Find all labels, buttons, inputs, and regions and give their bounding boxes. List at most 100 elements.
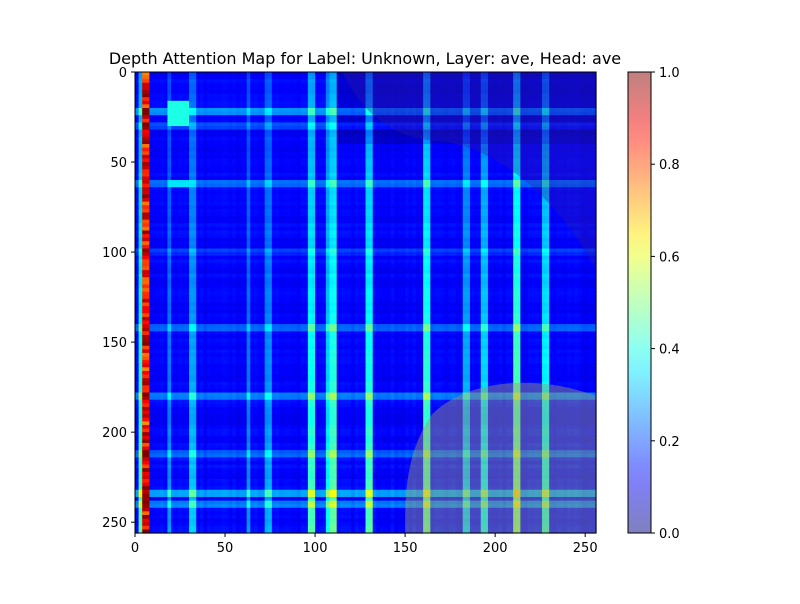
heatmap-cell [160,136,165,142]
heatmap-cell [379,201,385,206]
heatmap-cell [343,144,349,149]
heatmap-cell [279,165,284,170]
heatmap-cell [185,183,190,188]
heatmap-cell [358,144,363,149]
heatmap-cell [199,205,205,210]
heatmap-cell [153,111,158,116]
heatmap-cell [498,194,503,199]
heatmap-cell [196,169,201,174]
heatmap-cell [311,151,316,156]
heatmap-cell [325,111,331,116]
heatmap-cell [160,165,165,170]
heatmap-cell [469,126,475,131]
heatmap-cell [520,122,525,127]
heatmap-cell [257,140,262,145]
heatmap-cell [462,72,467,77]
heatmap-cell [552,72,557,77]
heatmap-cell [495,129,500,134]
heatmap-cell [520,180,525,185]
heatmap-cell [491,100,496,106]
heatmap-cell [311,108,316,113]
heatmap-cell [498,82,503,87]
heatmap-cell [340,187,345,192]
heatmap-cell [243,172,248,178]
heatmap-cell [523,79,529,84]
heatmap-cell [232,136,237,142]
heatmap-cell [307,162,313,167]
heatmap-cell [336,169,341,174]
heatmap-cell [153,169,158,174]
heatmap-cell [325,108,331,113]
heatmap-cell [192,198,197,203]
heatmap-cell [243,75,248,80]
heatmap-cell [466,201,471,206]
heatmap-cell [448,147,453,152]
heatmap-cell [250,147,255,152]
heatmap-cell [142,180,147,185]
heatmap-cell [466,126,471,131]
heatmap-cell [217,183,223,188]
heatmap-cell [390,201,395,206]
heatmap-cell [433,97,439,102]
heatmap-cell [228,86,233,91]
heatmap-cell [549,133,554,138]
heatmap-cell [405,169,410,174]
heatmap-cell [415,100,421,106]
heatmap-cell [358,79,363,84]
heatmap-cell [567,111,572,116]
heatmap-cell [520,115,525,120]
heatmap-cell [459,122,464,127]
heatmap-cell [520,79,525,84]
heatmap-cell [365,201,370,206]
heatmap-cell [448,93,453,98]
heatmap-cell [505,108,511,113]
heatmap-cell [315,126,320,131]
heatmap-cell [437,165,442,170]
heatmap-cell [250,158,255,163]
heatmap-cell [376,208,381,214]
heatmap-cell [451,133,457,138]
heatmap-cell [203,169,208,174]
heatmap-cell [444,86,449,91]
heatmap-cell [282,93,287,98]
heatmap-cell [433,169,439,174]
heatmap-cell [423,198,428,203]
heatmap-cell [174,205,179,210]
heatmap-cell [250,169,255,174]
heatmap-cell [397,79,403,84]
heatmap-cell [462,108,467,113]
heatmap-cell [311,129,316,134]
heatmap-cell [570,122,575,127]
heatmap-cell [448,158,453,163]
heatmap-cell [203,79,208,84]
heatmap-cell [203,187,208,192]
heatmap-cell [178,172,183,178]
heatmap-cell [174,140,179,145]
heatmap-cell [423,201,428,206]
heatmap-cell [361,82,367,87]
heatmap-cell [307,194,313,199]
heatmap-cell [415,82,421,87]
heatmap-cell [210,108,215,113]
heatmap-cell [322,172,327,178]
heatmap-cell [495,165,500,170]
heatmap-cell [574,118,579,124]
heatmap-cell [253,201,259,206]
heatmap-cell [246,151,251,156]
heatmap-cell [423,154,428,160]
heatmap-cell [264,187,269,192]
heatmap-cell [498,93,503,98]
heatmap-cell [307,86,313,91]
heatmap-cell [520,111,525,116]
heatmap-cell [419,72,424,77]
heatmap-cell [484,169,489,174]
heatmap-cell [376,165,381,170]
heatmap-cell [340,133,345,138]
heatmap-cell [592,97,597,102]
heatmap-cell [163,208,169,214]
heatmap-cell [289,190,295,196]
heatmap-cell [516,90,521,95]
heatmap-cell [271,133,277,138]
heatmap-cell [315,118,320,124]
heatmap-cell [304,154,309,160]
